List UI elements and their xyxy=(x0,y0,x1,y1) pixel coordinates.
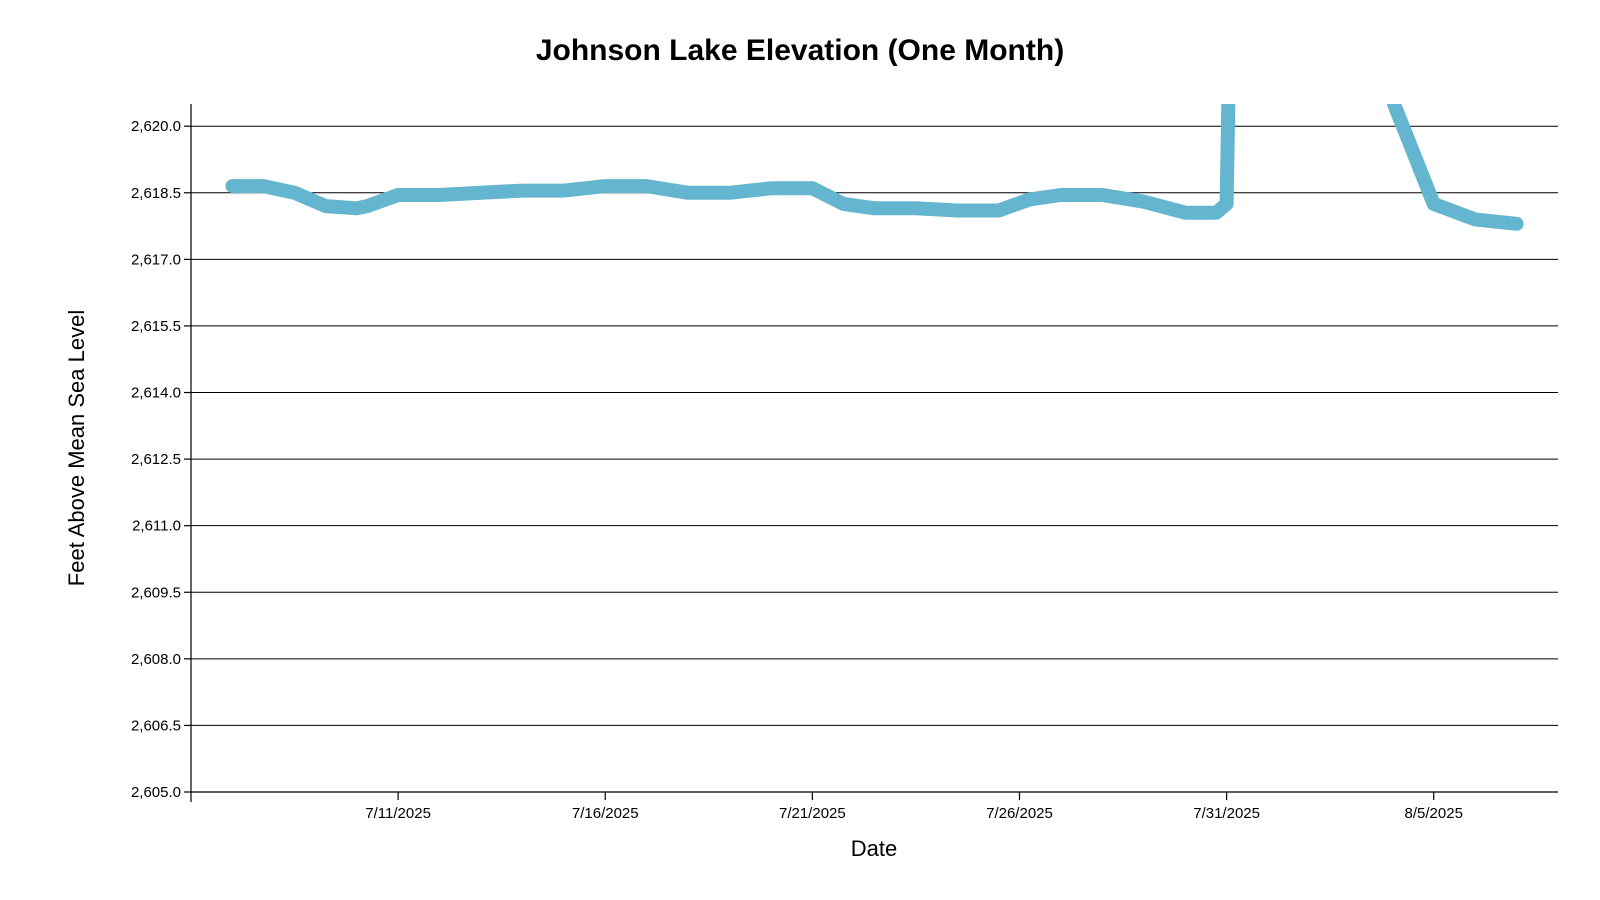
data-series xyxy=(225,104,1524,231)
y-tick-label: 2,611.0 xyxy=(132,518,181,535)
y-tick-label: 2,614.0 xyxy=(131,385,181,402)
y-tick-label: 2,620.0 xyxy=(131,118,181,135)
y-tick-label: 2,605.0 xyxy=(131,784,181,801)
y-tick-label: 2,618.5 xyxy=(131,185,181,202)
y-tick-label: 2,612.5 xyxy=(131,451,181,468)
x-tick-label: 7/21/2025 xyxy=(779,805,846,822)
x-tick-label: 7/26/2025 xyxy=(986,805,1053,822)
y-tick-label: 2,606.5 xyxy=(131,717,181,734)
x-axis-label: Date xyxy=(851,836,897,861)
series-line-segment xyxy=(225,104,1236,220)
y-tick-label: 2,609.5 xyxy=(131,584,181,601)
x-tick-label: 7/11/2025 xyxy=(365,805,431,822)
axes: 2,605.0 2,606.5 2,608.0 2,609.5 2,611.0 2,612… xyxy=(131,104,1558,822)
y-tick-label: 2,617.0 xyxy=(131,251,181,268)
y-axis-label: Feet Above Mean Sea Level xyxy=(64,310,89,586)
chart-title: Johnson Lake Elevation (One Month) xyxy=(536,34,1064,67)
gridlines xyxy=(191,125,1558,793)
x-tick-label: 7/16/2025 xyxy=(572,805,639,822)
y-tick-label: 2,608.0 xyxy=(131,651,181,668)
x-tick-label: 7/31/2025 xyxy=(1193,805,1260,822)
x-tick-label: 8/5/2025 xyxy=(1405,805,1463,822)
y-tick-label: 2,615.5 xyxy=(131,318,181,335)
series-line-segment xyxy=(1387,104,1524,231)
